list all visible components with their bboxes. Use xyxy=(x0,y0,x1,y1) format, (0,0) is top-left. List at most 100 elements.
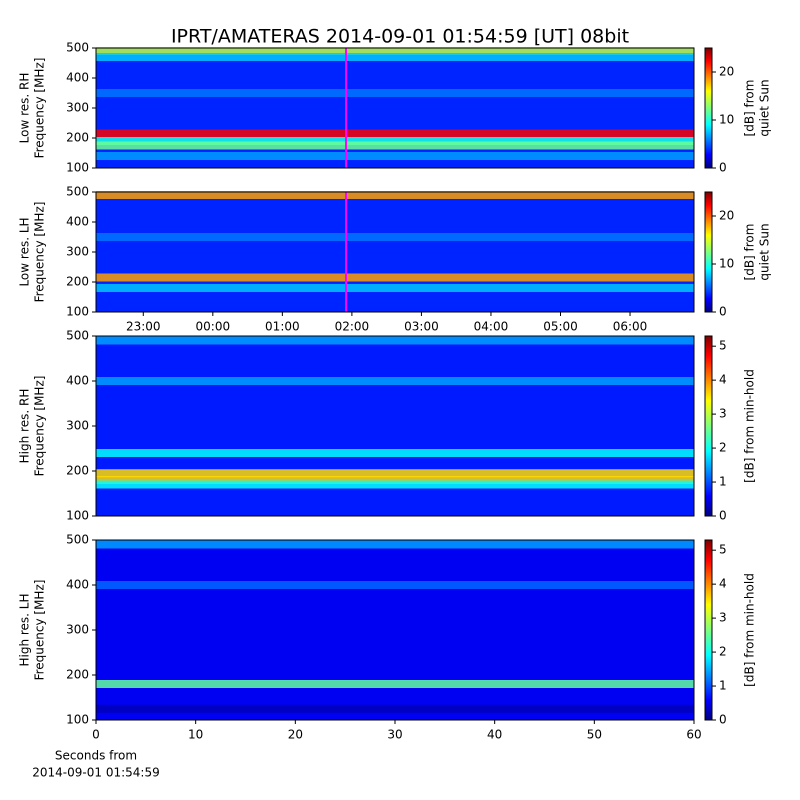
heatmap-band xyxy=(96,141,694,150)
colorbar-tick-label: 3 xyxy=(719,407,727,421)
heatmap-background xyxy=(96,540,694,720)
colorbar-tick-label: 10 xyxy=(719,257,734,271)
colorbar xyxy=(704,335,713,517)
y-axis-label: Frequency [MHz] xyxy=(33,376,47,477)
colorbar-tick-label: 5 xyxy=(719,543,727,557)
colorbar-label: [dB] from xyxy=(743,224,757,281)
y-axis-label: Frequency [MHz] xyxy=(33,58,47,159)
colorbar xyxy=(704,47,713,169)
colorbar xyxy=(704,539,713,721)
heatmap-band xyxy=(96,233,694,241)
y-axis-label: Low res. RH xyxy=(18,73,32,144)
y-axis-label: High res. RH xyxy=(18,389,32,464)
colorbar-tick-label: 0 xyxy=(719,509,727,523)
y-tick-label: 400 xyxy=(66,374,89,388)
heatmap-band xyxy=(96,53,694,61)
x-tick-label: 10 xyxy=(188,728,203,742)
colorbar-label: [dB] from min-hold xyxy=(743,369,757,483)
x-tick-label: 05:00 xyxy=(543,320,578,334)
heatmap-band xyxy=(96,704,694,713)
colorbar-label: [dB] from xyxy=(743,80,757,137)
x-axis-label: 2014-09-01 01:54:59 xyxy=(32,766,159,780)
colorbar-tick-label: 4 xyxy=(719,373,727,387)
y-tick-label: 200 xyxy=(66,464,89,478)
x-tick-label: 40 xyxy=(487,728,502,742)
x-tick-label: 06:00 xyxy=(613,320,648,334)
y-tick-label: 300 xyxy=(66,101,89,115)
heatmap-band xyxy=(96,137,694,145)
y-axis-label: Frequency [MHz] xyxy=(33,580,47,681)
colorbar-tick-label: 20 xyxy=(719,65,734,79)
x-tick-label: 04:00 xyxy=(474,320,509,334)
x-tick-label: 30 xyxy=(387,728,402,742)
y-axis-label: High res. LH xyxy=(18,593,32,666)
y-tick-label: 100 xyxy=(66,161,89,175)
heatmap-band xyxy=(96,377,694,385)
heatmap-background xyxy=(96,48,694,168)
x-tick-label: 50 xyxy=(587,728,602,742)
heatmap-band xyxy=(96,47,694,55)
y-tick-label: 200 xyxy=(66,275,89,289)
y-tick-label: 100 xyxy=(66,305,89,319)
x-tick-label: 02:00 xyxy=(335,320,370,334)
colorbar-tick-label: 2 xyxy=(719,645,727,659)
heatmap-band xyxy=(96,336,694,345)
x-tick-label: 03:00 xyxy=(404,320,439,334)
heatmap-band xyxy=(96,152,694,160)
y-tick-label: 100 xyxy=(66,509,89,523)
y-tick-label: 300 xyxy=(66,245,89,259)
heatmap-band xyxy=(96,469,694,478)
y-tick-label: 500 xyxy=(66,41,89,55)
heatmap-band xyxy=(96,284,694,292)
y-tick-label: 500 xyxy=(66,329,89,343)
y-tick-label: 200 xyxy=(66,131,89,145)
colorbar xyxy=(704,191,713,313)
heatmap-band xyxy=(96,449,694,457)
heatmap-band xyxy=(96,191,694,199)
colorbar-tick-label: 5 xyxy=(719,339,727,353)
x-tick-label: 20 xyxy=(288,728,303,742)
colorbar-label: quiet Sun xyxy=(758,223,772,280)
heatmap-band xyxy=(96,480,694,489)
colorbar-tick-label: 1 xyxy=(719,475,727,489)
colorbar-tick-label: 10 xyxy=(719,113,734,127)
colorbar-tick-label: 0 xyxy=(719,161,727,175)
y-axis-label: Low res. LH xyxy=(18,217,32,286)
colorbar-tick-label: 3 xyxy=(719,611,727,625)
colorbar-tick-label: 0 xyxy=(719,713,727,727)
y-tick-label: 300 xyxy=(66,623,89,637)
x-tick-label: 00:00 xyxy=(196,320,231,334)
y-tick-label: 400 xyxy=(66,578,89,592)
y-tick-label: 400 xyxy=(66,71,89,85)
y-tick-label: 500 xyxy=(66,533,89,547)
x-tick-label: 60 xyxy=(686,728,701,742)
y-tick-label: 100 xyxy=(66,713,89,727)
heatmap-band xyxy=(96,89,694,97)
x-tick-label: 0 xyxy=(92,728,100,742)
y-axis-label: Frequency [MHz] xyxy=(33,202,47,303)
y-tick-label: 500 xyxy=(66,185,89,199)
heatmap-band xyxy=(96,581,694,589)
heatmap-band xyxy=(96,680,694,688)
x-tick-label: 23:00 xyxy=(126,320,161,334)
heatmap-band xyxy=(96,273,694,282)
y-tick-label: 200 xyxy=(66,668,89,682)
colorbar-tick-label: 1 xyxy=(719,679,727,693)
colorbar-label: quiet Sun xyxy=(758,79,772,136)
heatmap-background xyxy=(96,192,694,312)
heatmap-band xyxy=(96,476,694,484)
heatmap-band xyxy=(96,540,694,549)
y-tick-label: 300 xyxy=(66,419,89,433)
colorbar-tick-label: 0 xyxy=(719,305,727,319)
title: IPRT/AMATERAS 2014-09-01 01:54:59 [UT] 0… xyxy=(171,26,629,48)
heatmap-band xyxy=(96,129,694,138)
y-tick-label: 400 xyxy=(66,215,89,229)
colorbar-tick-label: 2 xyxy=(719,441,727,455)
x-axis-label: Seconds from xyxy=(55,749,137,763)
colorbar-tick-label: 4 xyxy=(719,577,727,591)
x-tick-label: 01:00 xyxy=(265,320,300,334)
colorbar-tick-label: 20 xyxy=(719,209,734,223)
colorbar-label: [dB] from min-hold xyxy=(743,573,757,687)
